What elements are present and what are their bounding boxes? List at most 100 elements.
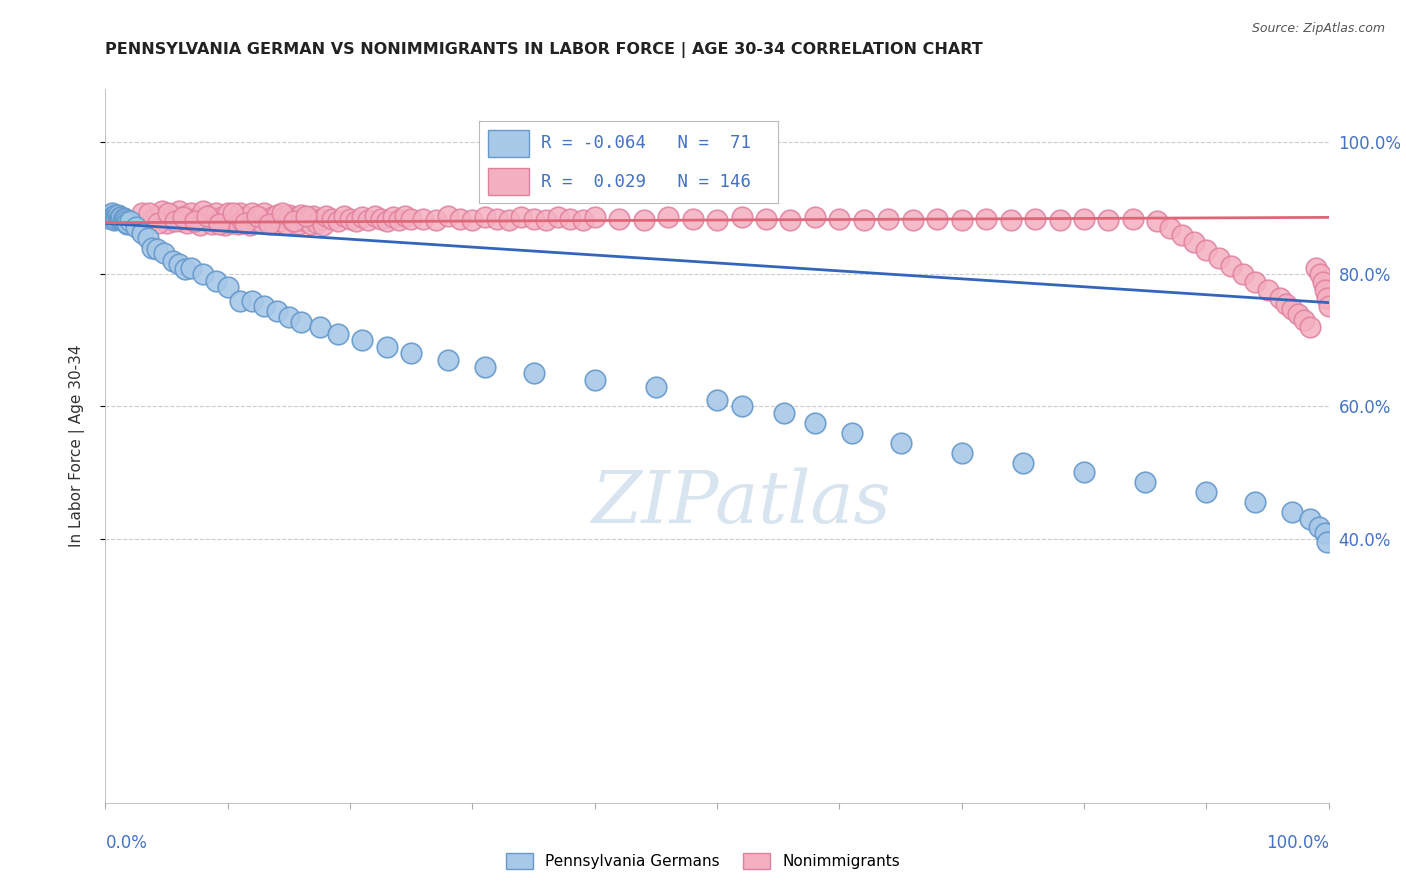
Point (165, 214, 187, 228)
Text: 100.0%: 100.0% (1265, 834, 1329, 852)
Point (1317, 299, 1340, 313)
Point (115, 214, 138, 228)
Point (253, 299, 276, 313)
Point (104, 208, 127, 222)
Point (170, 214, 193, 228)
Point (245, 214, 267, 228)
Point (1073, 211, 1095, 226)
Point (141, 241, 163, 255)
Point (217, 206, 239, 220)
Point (167, 204, 190, 219)
Point (950, 445, 973, 459)
Point (1195, 485, 1218, 500)
Point (901, 213, 924, 227)
Legend: Pennsylvania Germans, Nonimmigrants: Pennsylvania Germans, Nonimmigrants (499, 847, 907, 875)
Point (779, 213, 801, 227)
Point (927, 211, 949, 226)
Point (633, 213, 655, 227)
Point (112, 211, 135, 225)
Point (299, 217, 322, 231)
Point (437, 353, 460, 368)
Point (560, 211, 582, 226)
Point (276, 217, 298, 231)
Point (412, 211, 434, 226)
Point (290, 315, 312, 329)
Point (1208, 252, 1230, 266)
Point (425, 213, 447, 227)
Point (98, 208, 121, 222)
Point (755, 211, 778, 226)
Point (1256, 283, 1278, 297)
Point (167, 257, 190, 271)
Point (270, 206, 292, 220)
Point (131, 206, 153, 220)
Point (309, 211, 332, 226)
Point (193, 204, 215, 219)
Point (263, 217, 285, 231)
Point (534, 213, 557, 227)
Point (150, 204, 173, 219)
Point (1313, 283, 1336, 297)
Point (461, 213, 484, 227)
Point (118, 214, 141, 228)
Point (260, 211, 283, 225)
Point (388, 213, 411, 227)
Point (1244, 495, 1267, 509)
Point (136, 231, 159, 245)
Point (198, 209, 221, 223)
Point (1182, 235, 1205, 250)
Point (1299, 511, 1322, 525)
Point (357, 213, 380, 227)
Point (644, 379, 668, 393)
Point (950, 213, 973, 227)
Point (201, 217, 224, 231)
Point (571, 213, 593, 227)
Point (117, 217, 139, 231)
Point (352, 333, 374, 347)
Point (107, 210, 129, 224)
Point (773, 406, 796, 420)
Point (449, 211, 471, 226)
Point (253, 206, 276, 220)
Point (474, 359, 496, 374)
Point (100, 211, 122, 225)
Point (184, 214, 207, 228)
Point (108, 212, 131, 227)
Point (107, 208, 129, 222)
Point (312, 219, 335, 233)
Point (100, 206, 122, 220)
Point (125, 219, 148, 234)
Point (302, 209, 325, 223)
Point (841, 425, 863, 440)
Point (1024, 211, 1046, 226)
Point (249, 211, 271, 225)
Point (730, 211, 752, 225)
Y-axis label: In Labor Force | Age 30-34: In Labor Force | Age 30-34 (69, 344, 84, 548)
Point (474, 211, 496, 225)
Point (117, 216, 139, 230)
Point (246, 209, 269, 223)
Point (852, 213, 875, 227)
Point (1159, 221, 1181, 235)
Point (1000, 213, 1022, 227)
Point (1312, 275, 1334, 289)
Point (138, 206, 160, 220)
Point (394, 209, 416, 223)
Point (103, 209, 125, 223)
Point (194, 213, 217, 227)
Point (294, 214, 316, 228)
Point (273, 211, 295, 225)
Point (326, 214, 349, 228)
Point (176, 216, 198, 230)
Point (250, 216, 273, 230)
Point (437, 209, 460, 223)
Point (174, 261, 197, 276)
Point (1316, 534, 1339, 549)
Point (1305, 260, 1327, 275)
Point (522, 211, 544, 226)
Point (259, 217, 281, 231)
Point (172, 211, 194, 225)
Point (111, 213, 134, 227)
Point (1309, 267, 1331, 281)
Point (174, 209, 197, 223)
